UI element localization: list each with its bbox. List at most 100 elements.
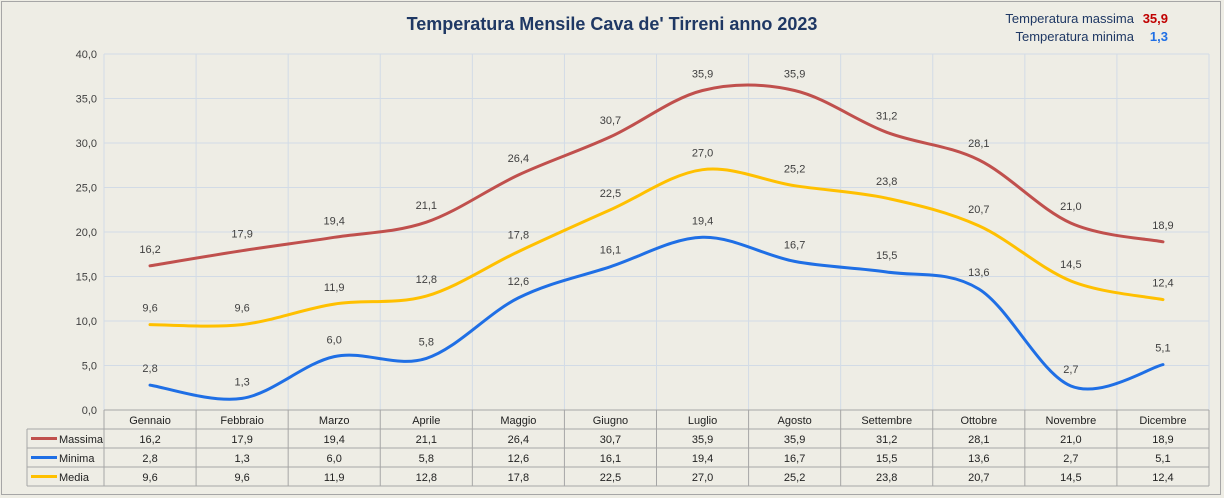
x-tick-label: Agosto xyxy=(778,415,812,427)
data-label-minima: 1,3 xyxy=(234,376,249,388)
table-cell: 5,8 xyxy=(419,453,434,465)
table-cell: 26,4 xyxy=(508,434,529,446)
min-temperature-label: Temperatura minima xyxy=(1015,29,1135,44)
x-tick-label: Giugno xyxy=(593,415,628,427)
x-tick-label: Gennaio xyxy=(129,415,171,427)
data-label-media: 14,5 xyxy=(1060,259,1081,271)
x-tick-label: Luglio xyxy=(688,415,717,427)
data-label-minima: 6,0 xyxy=(327,335,342,347)
table-cell: 2,7 xyxy=(1063,453,1078,465)
data-label-media: 9,6 xyxy=(234,303,249,315)
chart-title: Temperatura Mensile Cava de' Tirreni ann… xyxy=(406,14,818,34)
table-cell: 5,1 xyxy=(1155,453,1170,465)
table-cell: 27,0 xyxy=(692,472,713,484)
data-label-minima: 2,8 xyxy=(142,363,157,375)
data-label-media: 25,2 xyxy=(784,164,805,176)
table-cell: 16,1 xyxy=(600,453,621,465)
x-tick-label: Febbraio xyxy=(220,415,263,427)
table-cell: 14,5 xyxy=(1060,472,1081,484)
data-label-massima: 19,4 xyxy=(323,215,344,227)
min-temperature-value: 1,3 xyxy=(1149,29,1168,44)
data-label-minima: 13,6 xyxy=(968,267,989,279)
table-cell: 20,7 xyxy=(968,472,989,484)
y-tick-label: 30,0 xyxy=(76,138,97,150)
data-label-media: 22,5 xyxy=(600,188,621,200)
y-tick-label: 5,0 xyxy=(82,361,97,373)
data-label-massima: 26,4 xyxy=(508,153,529,165)
table-cell: 17,8 xyxy=(508,472,529,484)
table-cell: 12,6 xyxy=(508,453,529,465)
table-cell: 13,6 xyxy=(968,453,989,465)
data-label-massima: 17,9 xyxy=(231,229,252,241)
table-cell: 19,4 xyxy=(323,434,344,446)
data-label-media: 11,9 xyxy=(324,282,345,294)
data-label-minima: 15,5 xyxy=(876,250,897,262)
data-label-massima: 35,9 xyxy=(784,68,805,80)
max-temperature-value: 35,9 xyxy=(1142,11,1168,26)
table-cell: 16,7 xyxy=(784,453,805,465)
data-label-media: 12,8 xyxy=(416,274,437,286)
table-cell: 35,9 xyxy=(692,434,713,446)
y-tick-label: 20,0 xyxy=(76,227,97,239)
data-label-minima: 5,8 xyxy=(419,336,434,348)
table-cell: 30,7 xyxy=(600,434,621,446)
table-cell: 15,5 xyxy=(876,453,897,465)
table-cell: 16,2 xyxy=(139,434,160,446)
x-tick-label: Marzo xyxy=(319,415,350,427)
series-line-media xyxy=(148,167,1165,328)
data-label-massima: 31,2 xyxy=(876,110,897,122)
y-tick-label: 25,0 xyxy=(76,183,97,195)
data-label-media: 17,8 xyxy=(508,230,529,242)
series-line-massima xyxy=(148,83,1165,268)
min-temperature-row: Temperatura minima 1,3 xyxy=(1005,29,1169,47)
table-cell: 25,2 xyxy=(784,472,805,484)
data-label-massima: 16,2 xyxy=(139,244,160,256)
table-cell: 2,8 xyxy=(142,453,157,465)
data-label-massima: 35,9 xyxy=(692,68,713,80)
table-cell: 12,8 xyxy=(416,472,437,484)
table-cell: 31,2 xyxy=(876,434,897,446)
x-tick-label: Dicembre xyxy=(1139,415,1186,427)
data-label-massima: 21,0 xyxy=(1060,201,1081,213)
data-label-minima: 5,1 xyxy=(1155,343,1170,355)
data-label-massima: 28,1 xyxy=(968,138,989,150)
x-tick-label: Aprile xyxy=(412,415,440,427)
data-label-minima: 16,7 xyxy=(784,239,805,251)
legend-label-minima: Minima xyxy=(59,453,95,465)
table-cell: 28,1 xyxy=(968,434,989,446)
series-line-minima xyxy=(148,235,1165,401)
data-label-minima: 12,6 xyxy=(508,276,529,288)
x-tick-label: Settembre xyxy=(861,415,912,427)
legend-label-massima: Massima xyxy=(59,434,104,446)
table-cell: 9,6 xyxy=(142,472,157,484)
table-cell: 12,4 xyxy=(1152,472,1173,484)
y-tick-label: 10,0 xyxy=(76,316,97,328)
data-label-media: 12,4 xyxy=(1152,278,1173,290)
legend-label-media: Media xyxy=(59,472,90,484)
max-temperature-row: Temperatura massima 35,9 xyxy=(1005,11,1168,29)
table-cell: 1,3 xyxy=(234,453,249,465)
max-temperature-label: Temperatura massima xyxy=(1005,11,1134,26)
table-cell: 6,0 xyxy=(327,453,342,465)
y-tick-label: 40,0 xyxy=(76,49,97,61)
x-tick-label: Ottobre xyxy=(960,415,997,427)
data-label-media: 20,7 xyxy=(968,204,989,216)
table-cell: 11,9 xyxy=(324,472,345,484)
data-label-media: 9,6 xyxy=(142,303,157,315)
data-label-media: 27,0 xyxy=(692,148,713,160)
y-tick-label: 15,0 xyxy=(76,272,97,284)
table-cell: 35,9 xyxy=(784,434,805,446)
data-label-media: 23,8 xyxy=(876,176,897,188)
data-label-minima: 2,7 xyxy=(1063,364,1078,376)
table-cell: 21,0 xyxy=(1060,434,1081,446)
table-cell: 18,9 xyxy=(1152,434,1173,446)
table-cell: 23,8 xyxy=(876,472,897,484)
data-label-massima: 30,7 xyxy=(600,115,621,127)
table-cell: 9,6 xyxy=(234,472,249,484)
table-cell: 22,5 xyxy=(600,472,621,484)
extremes-box: Temperatura massima 35,9 Temperatura min… xyxy=(1005,11,1168,47)
x-tick-label: Novembre xyxy=(1046,415,1097,427)
data-label-minima: 19,4 xyxy=(692,215,713,227)
